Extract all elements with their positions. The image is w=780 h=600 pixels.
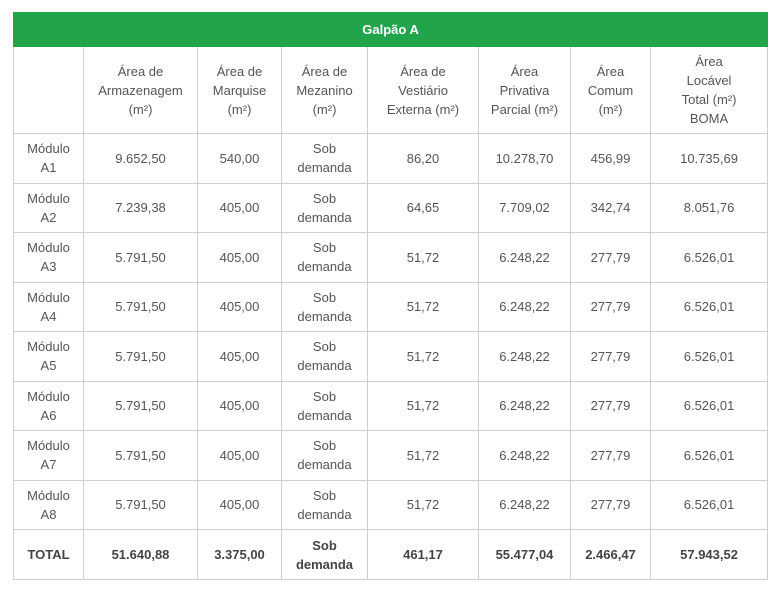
total-cell: 51.640,88 [83, 529, 198, 580]
cell: 5.791,50 [83, 430, 198, 481]
total-label: TOTAL [13, 529, 84, 580]
row-label: Módulo A1 [13, 133, 84, 184]
cell: 6.248,22 [478, 281, 571, 332]
cell: 7.709,02 [478, 182, 571, 233]
cell: 405,00 [197, 479, 282, 530]
cell: Sob demanda [281, 331, 368, 382]
area-table: Galpão A Área de Armazenagem (m²) Área de… [12, 12, 769, 580]
total-cell: 2.466,47 [570, 529, 651, 580]
data-row: Módulo A3 5.791,50 405,00 Sob demanda 51,72 6… [13, 232, 769, 283]
cell: 5.791,50 [83, 331, 198, 382]
data-row: Módulo A2 7.239,38 405,00 Sob demanda 64,65 7… [13, 182, 769, 233]
cell: 51,72 [367, 331, 479, 382]
cell: 86,20 [367, 133, 479, 184]
cell: 342,74 [570, 182, 651, 233]
cell: 6.526,01 [649, 232, 769, 283]
cell: 5.791,50 [83, 479, 198, 530]
table-container: Galpão A Área de Armazenagem (m²) Área de… [12, 12, 769, 580]
cell: 51,72 [367, 430, 479, 481]
cell: Sob demanda [281, 232, 368, 283]
cell: 6.526,01 [649, 430, 769, 481]
cell: 6.248,22 [478, 331, 571, 382]
cell: 5.791,50 [83, 232, 198, 283]
cell: 7.239,38 [83, 182, 198, 233]
cell: 64,65 [367, 182, 479, 233]
cell: 51,72 [367, 380, 479, 431]
cell: 540,00 [197, 133, 282, 184]
cell: 6.248,22 [478, 430, 571, 481]
column-header [13, 46, 84, 134]
header-row: Área de Armazenagem (m²) Área de Marquise… [13, 46, 769, 134]
row-label: Módulo A6 [13, 380, 84, 431]
cell: Sob demanda [281, 281, 368, 332]
cell: 10.278,70 [478, 133, 571, 184]
row-label: Módulo A2 [13, 182, 84, 233]
total-row: TOTAL 51.640,88 3.375,00 Sob demanda 461,17 5… [13, 529, 769, 580]
total-cell: 55.477,04 [478, 529, 571, 580]
cell: Sob demanda [281, 133, 368, 184]
cell: 6.526,01 [649, 281, 769, 332]
table-title: Galpão A [12, 12, 769, 47]
cell: 277,79 [570, 380, 651, 431]
column-header: Área Privativa Parcial (m²) [478, 46, 571, 134]
total-cell: 57.943,52 [649, 529, 769, 580]
cell: Sob demanda [281, 479, 368, 530]
cell: 51,72 [367, 479, 479, 530]
cell: 277,79 [570, 331, 651, 382]
cell: 10.735,69 [649, 133, 769, 184]
cell: Sob demanda [281, 430, 368, 481]
column-header: Área de Mezanino (m²) [281, 46, 368, 134]
cell: 6.248,22 [478, 232, 571, 283]
row-label: Módulo A7 [13, 430, 84, 481]
cell: 405,00 [197, 281, 282, 332]
cell: 6.526,01 [649, 479, 769, 530]
cell: 277,79 [570, 281, 651, 332]
data-row: Módulo A8 5.791,50 405,00 Sob demanda 51,72 6… [13, 479, 769, 530]
column-header: Área de Armazenagem (m²) [83, 46, 198, 134]
row-label: Módulo A5 [13, 331, 84, 382]
cell: 456,99 [570, 133, 651, 184]
cell: 6.248,22 [478, 479, 571, 530]
row-label: Módulo A4 [13, 281, 84, 332]
cell: 405,00 [197, 232, 282, 283]
cell: Sob demanda [281, 380, 368, 431]
data-row: Módulo A1 9.652,50 540,00 Sob demanda 86,20 1… [13, 133, 769, 184]
column-header: Área de Vestiário Externa (m²) [367, 46, 479, 134]
total-cell: 461,17 [367, 529, 479, 580]
cell: 277,79 [570, 430, 651, 481]
total-cell: 3.375,00 [197, 529, 282, 580]
cell: 51,72 [367, 281, 479, 332]
cell: 277,79 [570, 232, 651, 283]
table-body: Módulo A1 9.652,50 540,00 Sob demanda 86,20 1… [13, 133, 769, 580]
cell: 405,00 [197, 182, 282, 233]
data-row: Módulo A7 5.791,50 405,00 Sob demanda 51,72 6… [13, 430, 769, 481]
cell: 405,00 [197, 430, 282, 481]
cell: 9.652,50 [83, 133, 198, 184]
data-row: Módulo A5 5.791,50 405,00 Sob demanda 51,72 6… [13, 331, 769, 382]
cell: 8.051,76 [649, 182, 769, 233]
column-header: Área de Marquise (m²) [197, 46, 282, 134]
data-row: Módulo A6 5.791,50 405,00 Sob demanda 51,72 6… [13, 380, 769, 431]
cell: 5.791,50 [83, 380, 198, 431]
cell: 51,72 [367, 232, 479, 283]
cell: 6.526,01 [649, 331, 769, 382]
row-label: Módulo A3 [13, 232, 84, 283]
cell: 405,00 [197, 380, 282, 431]
total-cell: Sob demanda [281, 529, 368, 580]
column-header: Área Comum (m²) [570, 46, 651, 134]
row-label: Módulo A8 [13, 479, 84, 530]
column-header: Área Locável Total (m²) BOMA [649, 46, 769, 134]
cell: 277,79 [570, 479, 651, 530]
cell: 6.248,22 [478, 380, 571, 431]
title-row: Galpão A [12, 12, 769, 47]
cell: Sob demanda [281, 182, 368, 233]
cell: 5.791,50 [83, 281, 198, 332]
cell: 405,00 [197, 331, 282, 382]
data-row: Módulo A4 5.791,50 405,00 Sob demanda 51,72 6… [13, 281, 769, 332]
cell: 6.526,01 [649, 380, 769, 431]
